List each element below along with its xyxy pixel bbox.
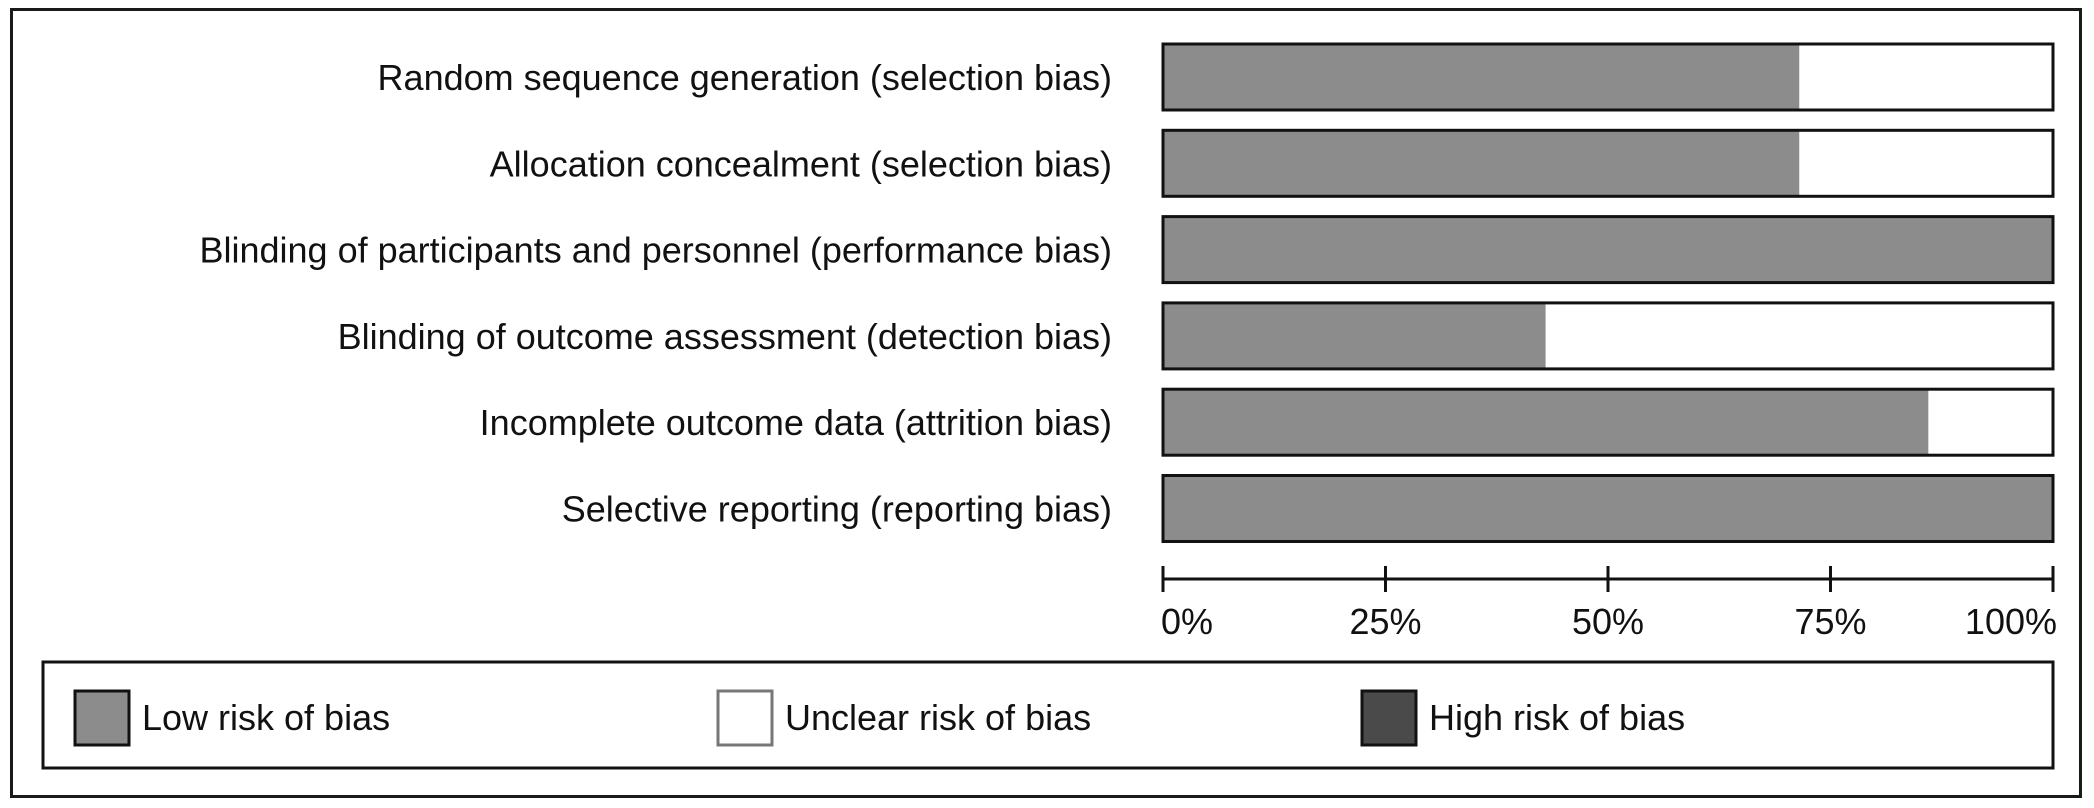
legend-label: Unclear risk of bias xyxy=(785,697,1091,738)
x-tick-label: 50% xyxy=(1572,601,1644,642)
legend-label: Low risk of bias xyxy=(142,697,390,738)
category-label: Incomplete outcome data (attrition bias) xyxy=(480,402,1112,443)
x-tick-label: 25% xyxy=(1349,601,1421,642)
category-labels: Random sequence generation (selection bi… xyxy=(199,57,1112,530)
bar-segment-unclear-risk-of-bias xyxy=(1799,130,2053,197)
legend-swatch xyxy=(73,689,131,747)
x-tick-label: 0% xyxy=(1161,601,1213,642)
bar-outline xyxy=(1161,301,2055,371)
bar-segment-unclear-risk-of-bias xyxy=(1545,302,2053,369)
bar-segment-low-risk-of-bias xyxy=(1163,216,2053,283)
x-tick-label: 75% xyxy=(1794,601,1866,642)
bar-segment-low-risk-of-bias xyxy=(1163,302,1546,369)
category-label: Selective reporting (reporting bias) xyxy=(562,489,1112,530)
category-label: Random sequence generation (selection bi… xyxy=(378,57,1112,98)
bar-segment-unclear-risk-of-bias xyxy=(1928,389,2053,456)
category-label: Allocation concealment (selection bias) xyxy=(490,143,1112,184)
bar-segment-low-risk-of-bias xyxy=(1163,130,1800,197)
bar-segment-low-risk-of-bias xyxy=(1163,44,1800,110)
x-tick-label: 100% xyxy=(1965,601,2057,642)
category-label: Blinding of outcome assessment (detectio… xyxy=(338,316,1112,357)
bar-segment-low-risk-of-bias xyxy=(1163,475,2053,542)
bar-segment-low-risk-of-bias xyxy=(1163,389,1929,456)
bar-outline xyxy=(1161,215,2055,285)
legend-swatch xyxy=(1360,689,1418,747)
bar-outline xyxy=(1161,387,2055,457)
legend-swatch xyxy=(716,689,774,747)
category-label: Blinding of participants and personnel (… xyxy=(199,230,1112,271)
bars-layer xyxy=(1161,42,2055,543)
bar-outline xyxy=(1161,128,2055,198)
x-axis: 0% 25% 50% 75% 100% xyxy=(1161,566,2057,642)
bar-outline xyxy=(1161,474,2055,543)
bar-segment-unclear-risk-of-bias xyxy=(1799,44,2053,110)
legend-box xyxy=(41,660,2055,770)
legend-label: High risk of bias xyxy=(1429,697,1685,738)
bar-outline xyxy=(1161,42,2055,112)
legend: Low risk of bias Unclear risk of bias High… xyxy=(41,660,2055,770)
